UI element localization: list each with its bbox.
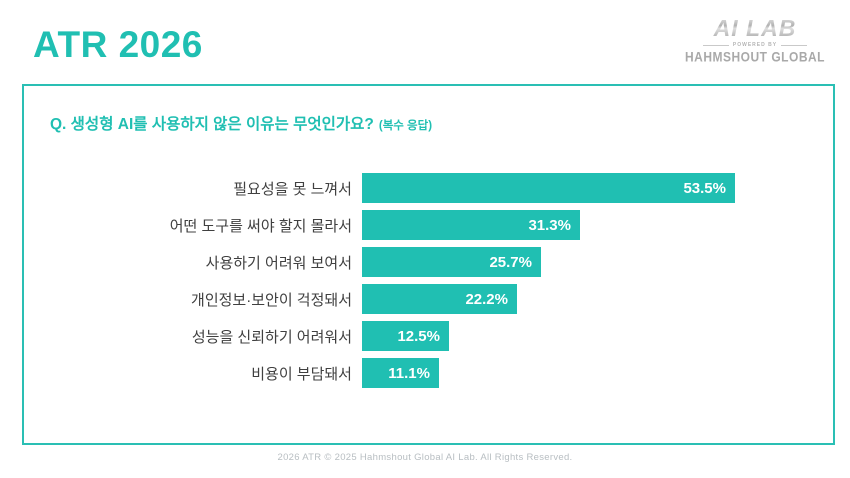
bar: 53.5% bbox=[362, 173, 735, 203]
value-label: 25.7% bbox=[489, 253, 532, 271]
category-label: 개인정보·보안이 걱정돼서 bbox=[191, 291, 352, 309]
category-label: 어떤 도구를 써야 할지 몰라서 bbox=[169, 217, 352, 235]
value-label: 12.5% bbox=[397, 327, 440, 345]
bar: 25.7% bbox=[362, 247, 541, 277]
chart-row: 필요성을 못 느껴서 53.5% bbox=[24, 173, 833, 203]
chart-row: 어떤 도구를 써야 할지 몰라서 31.3% bbox=[24, 210, 833, 240]
page-title: ATR 2026 bbox=[33, 24, 203, 65]
value-label: 22.2% bbox=[465, 290, 508, 308]
question-title: Q. 생성형 AI를 사용하지 않은 이유는 무엇인가요? (복수 응답) bbox=[50, 112, 432, 134]
category-label: 사용하기 어려워 보여서 bbox=[205, 254, 352, 272]
bar: 22.2% bbox=[362, 284, 517, 314]
company-name: HAHMSHOUT GLOBAL bbox=[685, 49, 825, 66]
category-label: 비용이 부담돼서 bbox=[251, 365, 352, 383]
chart-row: 개인정보·보안이 걱정돼서 22.2% bbox=[24, 284, 833, 314]
chart-panel: Q. 생성형 AI를 사용하지 않은 이유는 무엇인가요? (복수 응답) 필요성… bbox=[22, 84, 835, 445]
question-text: Q. 생성형 AI를 사용하지 않은 이유는 무엇인가요? bbox=[50, 116, 374, 133]
ailab-logo: AI LAB POWERED BY HAHMSHOUT GLOBAL bbox=[680, 16, 830, 66]
value-label: 53.5% bbox=[683, 179, 726, 197]
bar: 31.3% bbox=[362, 210, 580, 240]
powered-by-text: POWERED BY bbox=[732, 42, 778, 49]
powered-by-line-left bbox=[702, 44, 729, 46]
footer-copyright: 2026 ATR © 2025 Hahmshout Global AI Lab.… bbox=[277, 452, 573, 463]
chart-row: 성능을 신뢰하기 어려워서 12.5% bbox=[24, 321, 833, 351]
ailab-logo-text: AI LAB bbox=[680, 16, 830, 40]
category-label: 성능을 신뢰하기 어려워서 bbox=[191, 328, 352, 346]
category-label: 필요성을 못 느껴서 bbox=[233, 180, 352, 198]
chart-row: 사용하기 어려워 보여서 25.7% bbox=[24, 247, 833, 277]
powered-by-label: POWERED BY bbox=[680, 42, 830, 48]
bar: 11.1% bbox=[362, 358, 439, 388]
question-note: (복수 응답) bbox=[378, 120, 433, 132]
value-label: 31.3% bbox=[528, 216, 571, 234]
bar-chart: 필요성을 못 느껴서 53.5% 어떤 도구를 써야 할지 몰라서 31.3% 사용하기… bbox=[24, 173, 833, 388]
value-label: 11.1% bbox=[388, 364, 430, 382]
chart-row: 비용이 부담돼서 11.1% bbox=[24, 358, 833, 388]
bar: 12.5% bbox=[362, 321, 449, 351]
powered-by-line-right bbox=[781, 44, 808, 46]
